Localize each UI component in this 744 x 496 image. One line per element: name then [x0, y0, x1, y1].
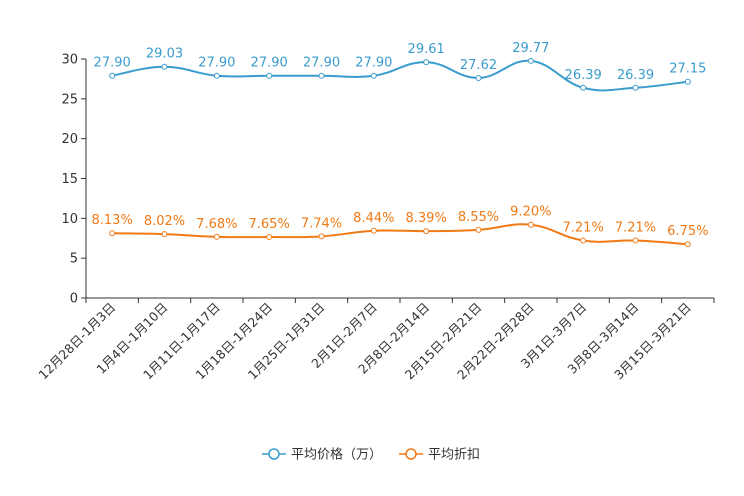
data-point[interactable] [475, 74, 482, 81]
legend-marker-icon [405, 448, 417, 460]
data-point[interactable] [423, 228, 430, 235]
data-point[interactable] [370, 72, 377, 79]
y-tick-label: 15 [61, 172, 78, 187]
data-point[interactable] [684, 78, 691, 85]
data-point[interactable] [266, 234, 273, 241]
legend-item-avg-price[interactable]: 平均价格（万） [262, 447, 382, 463]
y-tick-label: 30 [61, 53, 78, 68]
data-point[interactable] [213, 72, 220, 79]
chart-legend[interactable]: 平均价格（万） 平均折扣 [262, 447, 480, 463]
data-point[interactable] [580, 84, 587, 91]
legend-marker-icon [268, 448, 280, 460]
data-label: 8.02% [144, 214, 185, 229]
y-tick-label: 25 [61, 92, 78, 107]
data-label: 27.15 [669, 62, 706, 77]
data-point[interactable] [109, 72, 116, 79]
data-point[interactable] [632, 237, 639, 244]
data-label: 7.74% [301, 216, 342, 231]
legend-label: 平均折扣 [428, 448, 480, 463]
data-point[interactable] [475, 226, 482, 233]
data-label: 8.55% [458, 210, 499, 225]
data-point[interactable] [684, 241, 691, 248]
data-point[interactable] [527, 221, 534, 228]
series-line [112, 223, 688, 246]
data-point[interactable] [632, 84, 639, 91]
data-label: 29.77 [512, 41, 549, 56]
chart-series: 27.90 29.03 27.90 27.90 27.90 27.90 29.61 27.62… [92, 41, 708, 248]
data-point[interactable] [370, 227, 377, 234]
data-label: 8.13% [92, 213, 133, 228]
data-label: 9.20% [510, 205, 551, 220]
y-tick-label: 20 [61, 132, 78, 147]
data-label: 27.90 [251, 56, 288, 71]
data-label: 8.39% [406, 211, 447, 226]
legend-label: 平均价格（万） [291, 447, 382, 463]
data-point[interactable] [318, 72, 325, 79]
data-point[interactable] [213, 233, 220, 240]
data-point[interactable] [109, 230, 116, 237]
y-tick-label: 0 [70, 292, 78, 307]
y-tick-label: 5 [70, 252, 78, 267]
data-label: 7.65% [249, 217, 290, 232]
data-label: 27.90 [303, 56, 340, 71]
data-point[interactable] [318, 233, 325, 240]
data-label: 7.21% [563, 221, 604, 236]
data-point[interactable] [161, 63, 168, 70]
series-avg-discount: 8.13% 8.02% 7.68% 7.65% 7.74% 8.44% 8.39% 8.55%… [92, 205, 708, 248]
data-label: 26.39 [617, 68, 654, 83]
data-label: 27.90 [94, 56, 131, 71]
legend-item-avg-discount[interactable]: 平均折扣 [399, 448, 480, 463]
data-label: 29.61 [408, 42, 445, 57]
data-point[interactable] [266, 72, 273, 79]
data-point[interactable] [527, 57, 534, 64]
data-label: 8.44% [353, 211, 394, 226]
data-label: 7.21% [615, 221, 656, 236]
data-label: 26.39 [565, 68, 602, 83]
data-label: 6.75% [667, 224, 708, 239]
series-line [111, 59, 688, 92]
data-label: 29.03 [146, 47, 183, 62]
y-tick-label: 10 [61, 212, 78, 227]
data-label: 27.90 [198, 56, 235, 71]
data-label: 27.62 [460, 58, 497, 73]
data-label: 7.68% [196, 217, 237, 232]
data-point[interactable] [161, 231, 168, 238]
data-point[interactable] [423, 59, 430, 66]
data-label: 27.90 [355, 56, 392, 71]
data-point[interactable] [580, 237, 587, 244]
series-avg-price: 27.90 29.03 27.90 27.90 27.90 27.90 29.61 27.62… [94, 41, 706, 92]
